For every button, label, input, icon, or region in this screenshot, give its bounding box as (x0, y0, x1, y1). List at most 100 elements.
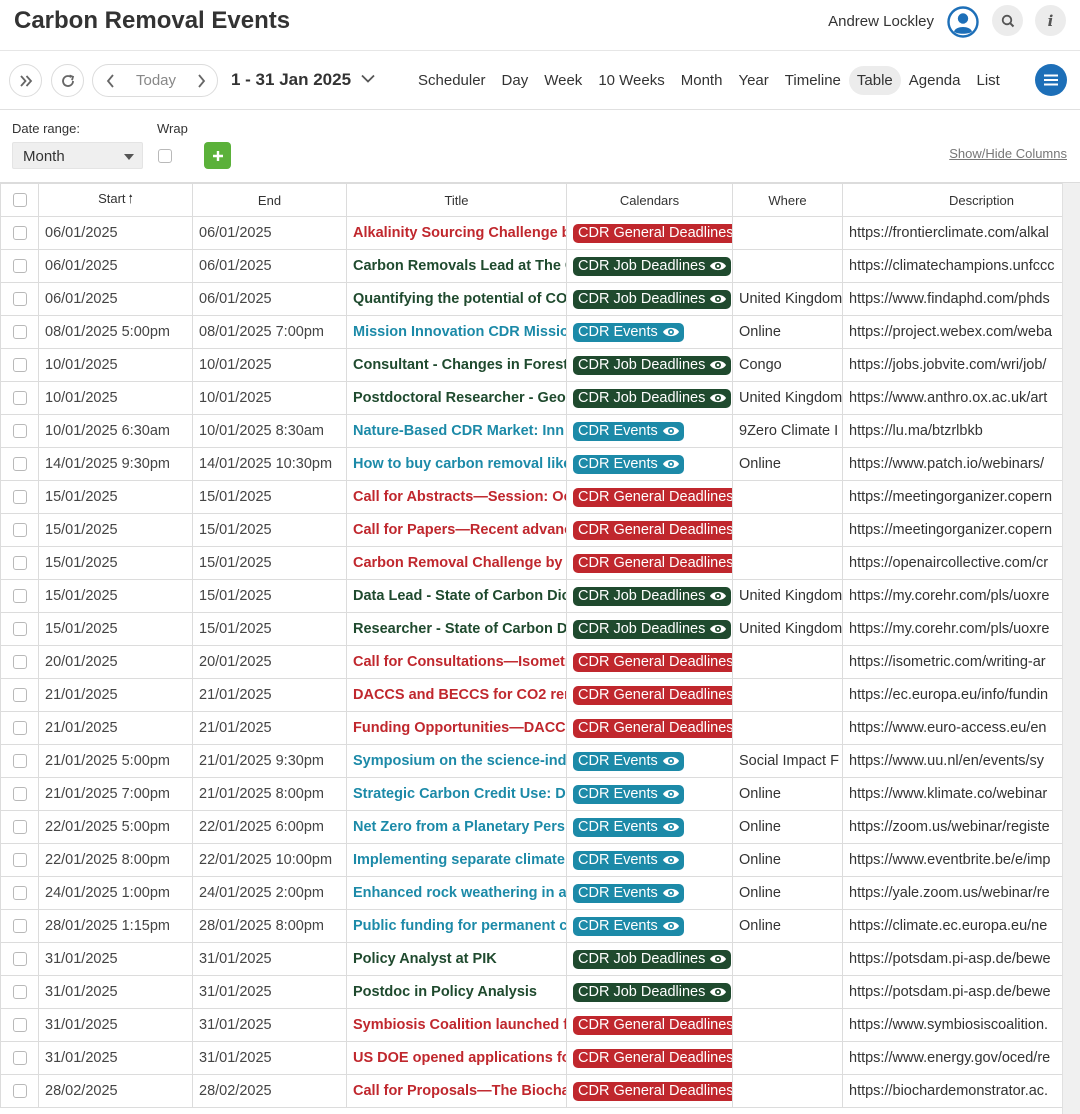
eye-icon[interactable] (709, 623, 727, 635)
eye-icon[interactable] (709, 392, 727, 404)
description-cell[interactable]: https://ec.europa.eu/info/fundin (842, 678, 1062, 712)
tab-day[interactable]: Day (501, 72, 529, 89)
description-cell[interactable]: https://frontierclimate.com/alkal (842, 216, 1062, 250)
table-row[interactable]: 15/01/2025 15/01/2025 Carbon Removal Chall… (0, 546, 1062, 580)
table-row[interactable]: 15/01/2025 15/01/2025 Call for Abstracts—S… (0, 480, 1062, 514)
row-checkbox[interactable] (12, 952, 27, 966)
calendar-badge[interactable]: CDR Events (573, 850, 684, 870)
column-header-calendars[interactable]: Calendars (566, 183, 733, 217)
table-row[interactable]: 31/01/2025 31/01/2025 Symbiosis Coalition … (0, 1008, 1062, 1042)
previous-button[interactable] (95, 65, 125, 96)
table-row[interactable]: 28/02/2025 28/02/2025 Call for Proposals—T… (0, 1074, 1062, 1108)
description-cell[interactable]: https://climate.ec.europa.eu/ne (842, 909, 1062, 943)
row-checkbox[interactable] (12, 985, 27, 999)
event-title-link[interactable]: Researcher - State of Carbon D (346, 612, 567, 646)
row-checkbox[interactable] (12, 1018, 27, 1032)
next-button[interactable] (186, 65, 216, 96)
event-title-link[interactable]: DACCS and BECCS for CO2 ren (346, 678, 567, 712)
table-row[interactable]: 10/01/2025 10/01/2025 Postdoctoral Researc… (0, 381, 1062, 415)
today-button[interactable]: Today (135, 72, 177, 89)
column-header-title[interactable]: Title (346, 183, 567, 217)
calendar-badge[interactable]: CDR General Deadlines (573, 1048, 732, 1068)
calendar-badge[interactable]: CDR Events (573, 421, 684, 441)
row-checkbox[interactable] (12, 919, 27, 933)
event-title-link[interactable]: Enhanced rock weathering in ag (346, 876, 567, 910)
tab-scheduler[interactable]: Scheduler (418, 72, 486, 89)
description-cell[interactable]: https://www.energy.gov/oced/re (842, 1041, 1062, 1075)
calendar-badge[interactable]: CDR General Deadlines (573, 520, 732, 540)
eye-icon[interactable] (662, 887, 680, 899)
table-row[interactable]: 22/01/2025 5:00pm 22/01/2025 6:00pm Net Ze… (0, 810, 1062, 844)
table-row[interactable]: 21/01/2025 21/01/2025 Funding Opportunitie… (0, 711, 1062, 745)
table-row[interactable]: 15/01/2025 15/01/2025 Data Lead - State of… (0, 579, 1062, 613)
calendar-badge[interactable]: CDR Job Deadlines (573, 619, 732, 639)
row-checkbox[interactable] (12, 457, 27, 471)
tab-agenda[interactable]: Agenda (908, 72, 961, 89)
calendar-badge[interactable]: CDR General Deadlines (573, 223, 732, 243)
description-cell[interactable]: https://www.uu.nl/en/events/sy (842, 744, 1062, 778)
event-title-link[interactable]: Data Lead - State of Carbon Dic (346, 579, 567, 613)
calendar-badge[interactable]: CDR Job Deadlines (573, 289, 732, 309)
row-checkbox[interactable] (12, 391, 27, 405)
row-checkbox[interactable] (12, 622, 27, 636)
eye-icon[interactable] (662, 920, 680, 932)
description-cell[interactable]: https://zoom.us/webinar/registe (842, 810, 1062, 844)
row-checkbox[interactable] (12, 886, 27, 900)
column-header-start[interactable]: Start 🠑 (38, 183, 193, 217)
eye-icon[interactable] (709, 260, 727, 272)
eye-icon[interactable] (662, 854, 680, 866)
event-title-link[interactable]: Nature-Based CDR Market: Inn (346, 414, 567, 448)
calendar-badge[interactable]: CDR Events (573, 916, 684, 936)
description-cell[interactable]: https://www.findaphd.com/phds (842, 282, 1062, 316)
user-avatar-icon[interactable] (947, 6, 979, 38)
eye-icon[interactable] (709, 953, 727, 965)
calendar-badge[interactable]: CDR General Deadlines (573, 1081, 732, 1101)
row-checkbox[interactable] (12, 721, 27, 735)
row-checkbox[interactable] (12, 754, 27, 768)
eye-icon[interactable] (709, 986, 727, 998)
row-checkbox[interactable] (12, 556, 27, 570)
row-checkbox[interactable] (12, 589, 27, 603)
eye-icon[interactable] (662, 425, 680, 437)
tab-week[interactable]: Week (544, 72, 583, 89)
event-title-link[interactable]: Carbon Removal Challenge by C (346, 546, 567, 580)
row-checkbox[interactable] (12, 820, 27, 834)
description-cell[interactable]: https://lu.ma/btzrlbkb (842, 414, 1062, 448)
tab-month[interactable]: Month (680, 72, 723, 89)
calendar-badge[interactable]: CDR General Deadlines (573, 718, 732, 738)
description-cell[interactable]: https://project.webex.com/weba (842, 315, 1062, 349)
tab-year[interactable]: Year (738, 72, 769, 89)
table-row[interactable]: 31/01/2025 31/01/2025 Policy Analyst at PI… (0, 942, 1062, 976)
calendar-badge[interactable]: CDR Job Deadlines (573, 388, 732, 408)
event-title-link[interactable]: Carbon Removals Lead at The C (346, 249, 567, 283)
vertical-scrollbar[interactable] (1062, 183, 1080, 1114)
column-header-where[interactable]: Where (732, 183, 843, 217)
row-checkbox[interactable] (12, 688, 27, 702)
event-title-link[interactable]: Call for Papers—Recent advanc (346, 513, 567, 547)
description-cell[interactable]: https://potsdam.pi-asp.de/bewe (842, 942, 1062, 976)
row-checkbox[interactable] (12, 325, 27, 339)
table-row[interactable]: 14/01/2025 9:30pm 14/01/2025 10:30pm How t… (0, 447, 1062, 481)
description-cell[interactable]: https://isometric.com/writing-ar (842, 645, 1062, 679)
user-name[interactable]: Andrew Lockley (828, 13, 934, 30)
calendar-badge[interactable]: CDR Events (573, 322, 684, 342)
tab-10-weeks[interactable]: 10 Weeks (598, 72, 665, 89)
eye-icon[interactable] (709, 293, 727, 305)
table-row[interactable]: 06/01/2025 06/01/2025 Quantifying the pote… (0, 282, 1062, 316)
description-cell[interactable]: https://yale.zoom.us/webinar/re (842, 876, 1062, 910)
table-row[interactable]: 10/01/2025 6:30am 10/01/2025 8:30am Nature… (0, 414, 1062, 448)
date-range-title[interactable]: 1 - 31 Jan 2025 (231, 70, 352, 89)
table-row[interactable]: 15/01/2025 15/01/2025 Call for Papers—Rece… (0, 513, 1062, 547)
column-header-description[interactable]: Description (842, 183, 1062, 217)
calendar-badge[interactable]: CDR Job Deadlines (573, 949, 732, 969)
description-cell[interactable]: https://www.patch.io/webinars/ (842, 447, 1062, 481)
table-row[interactable]: 31/01/2025 31/01/2025 US DOE opened applic… (0, 1041, 1062, 1075)
event-title-link[interactable]: Symposium on the science-ind (346, 744, 567, 778)
table-row[interactable]: 15/01/2025 15/01/2025 Researcher - State o… (0, 612, 1062, 646)
description-cell[interactable]: https://www.eventbrite.be/e/imp (842, 843, 1062, 877)
row-checkbox[interactable] (12, 490, 27, 504)
description-cell[interactable]: https://climatechampions.unfccc (842, 249, 1062, 283)
eye-icon[interactable] (662, 788, 680, 800)
event-title-link[interactable]: Net Zero from a Planetary Pers (346, 810, 567, 844)
event-title-link[interactable]: US DOE opened applications fo (346, 1041, 567, 1075)
